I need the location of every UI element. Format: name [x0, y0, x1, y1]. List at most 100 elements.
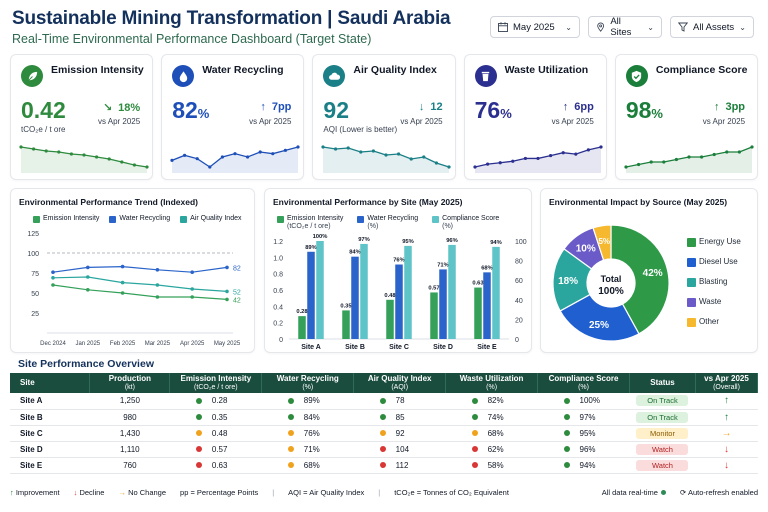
- legend-swatch: [687, 258, 696, 267]
- data-point: [120, 291, 125, 295]
- kpi-card-air-quality-index[interactable]: Air Quality Index 92 AQI (Lower is better)…: [312, 54, 456, 180]
- kpi-card-waste-utilization[interactable]: Waste Utilization 76% ↑ 6pp vs Apr 2025: [463, 54, 607, 180]
- table-row[interactable]: Site D 1,110 0.57 71% 104 62% 96% Watch ↓: [10, 441, 758, 458]
- status-badge: On Track: [636, 411, 689, 423]
- pie-slice-label: 25%: [589, 320, 609, 331]
- live-dot-icon: [660, 490, 666, 495]
- asset-filter[interactable]: All Assets ⌄: [670, 16, 754, 38]
- kpi-value-number: 98: [625, 97, 652, 123]
- aqi-note: AQI = Air Quality Index: [288, 488, 365, 497]
- bar-value-label: 94%: [490, 240, 502, 246]
- leaf-icon: [21, 65, 43, 87]
- bar-value-label: 0.28: [296, 309, 308, 315]
- status-dot-icon: [195, 446, 202, 453]
- aqi-cell: 104: [353, 441, 446, 458]
- table-header-row: Site Production (kt) Emission Intensity (tCO…: [10, 373, 759, 393]
- kpi-delta-arrow-icon: ↘: [102, 102, 113, 114]
- sparkline-point: [397, 152, 401, 156]
- data-point: [51, 283, 55, 287]
- status-dot-icon: [379, 430, 386, 437]
- legend-label: Energy Use: [699, 237, 741, 246]
- trend-panel: Environmental Performance Trend (Indexed…: [10, 188, 255, 353]
- legend-label: Blasting: [699, 277, 728, 286]
- data-point: [86, 265, 90, 270]
- kpi-card-emission-intensity[interactable]: Emission Intensity 0.42 tCO₂e / t ore ↘ 18% v…: [10, 54, 154, 180]
- bar-value-label: 0.48: [384, 293, 396, 299]
- pie-slice-label: 10%: [576, 244, 596, 255]
- table-row[interactable]: Site A 1,250 0.28 89% 78 82% 100% On Track ↑: [10, 393, 758, 410]
- left-axis-tick: 0: [279, 337, 283, 344]
- kpi-card-compliance-score[interactable]: Compliance Score 98% ↑ 3pp vs Apr 2025: [614, 54, 759, 180]
- emission-cell: 0.48: [169, 425, 262, 442]
- data-point: [155, 268, 160, 272]
- column-header[interactable]: Waste Utilization (%): [445, 373, 539, 393]
- legend-decline-label: Decline: [79, 488, 105, 497]
- kpi-value: 82%: [172, 97, 209, 124]
- chevron-down-icon: ⌄: [565, 22, 572, 32]
- legend-swatch: [180, 216, 188, 223]
- kpi-sparkline: [19, 145, 149, 173]
- site-filter[interactable]: All Sites ⌄: [588, 16, 662, 38]
- column-header[interactable]: Status: [629, 373, 696, 393]
- legend-item: Waste: [687, 297, 741, 307]
- legend-label: Compliance Score: [442, 215, 500, 222]
- sparkline-point: [485, 162, 489, 166]
- table-row[interactable]: Site E 760 0.63 68% 112 58% 94% Watch ↓: [10, 457, 758, 474]
- legend-swatch: [109, 216, 117, 223]
- column-header[interactable]: Air Quality Index (AQI): [353, 373, 447, 393]
- bar-compliance-score: [360, 243, 368, 339]
- sparkline-area: [172, 147, 299, 173]
- status-badge: Watch: [636, 443, 689, 455]
- kpi-card-water-recycling[interactable]: Water Recycling 82% ↑ 7pp vs Apr 2025: [161, 54, 305, 180]
- sparkline-point: [372, 149, 376, 153]
- site-filter-label: All Sites: [610, 16, 632, 38]
- up-arrow-icon: ↑: [10, 488, 14, 497]
- status-dot-icon: [471, 398, 478, 405]
- sparkline-point: [699, 155, 704, 159]
- status-dot-icon: [287, 398, 294, 405]
- data-point: [120, 280, 125, 285]
- column-header-unit: (Overall): [713, 383, 740, 391]
- status-dot-icon: [287, 430, 294, 437]
- cloud-icon: [323, 65, 346, 87]
- column-header[interactable]: Production (kt): [89, 373, 171, 393]
- column-header[interactable]: Water Recycling (%): [261, 373, 355, 393]
- auto-refresh-status[interactable]: ⟳ Auto-refresh enabled: [680, 488, 758, 497]
- aqi-cell: 85: [353, 409, 446, 426]
- sparkline-point: [132, 163, 136, 167]
- sparkline-point: [687, 155, 691, 159]
- legend-swatch: [33, 216, 40, 223]
- data-point: [86, 288, 90, 292]
- sparkline-point: [145, 165, 149, 169]
- table-row[interactable]: Site B 980 0.35 84% 85 74% 97% On Track ↑: [10, 409, 758, 426]
- table-row[interactable]: Site C 1,430 0.48 76% 92 68% 95% Monitor →: [10, 425, 758, 442]
- aqi-cell: 92: [353, 425, 446, 442]
- kpi-value-unit: %: [197, 106, 210, 121]
- sparkline-point: [107, 157, 111, 161]
- legend-item: Energy Use: [687, 237, 741, 247]
- refresh-icon: ⟳: [679, 488, 687, 497]
- data-point: [190, 270, 194, 274]
- date-filter[interactable]: May 2025 ⌄: [490, 16, 580, 38]
- column-header[interactable]: Compliance Score (%): [537, 373, 630, 393]
- kpi-delta-value: 3pp: [725, 101, 746, 113]
- kpi-sparkline: [473, 145, 603, 173]
- column-header[interactable]: vs Apr 2025 (Overall): [695, 373, 759, 393]
- filter-icon: [678, 22, 688, 32]
- column-header[interactable]: Emission Intensity (tCO₂e / t ore): [169, 373, 263, 393]
- legend-no-change: → No Change: [118, 488, 166, 497]
- waste-value: 82%: [487, 396, 504, 406]
- kpi-delta: ↑ 7pp: [260, 101, 291, 113]
- compliance-value: 97%: [579, 412, 596, 422]
- right-axis-tick: 80: [515, 259, 523, 266]
- trend-cell: ↓: [695, 441, 758, 458]
- column-header-label: Status: [650, 377, 675, 387]
- column-header[interactable]: Site: [10, 373, 91, 393]
- right-axis-tick: 60: [515, 278, 523, 285]
- aqi-cell: 112: [353, 457, 446, 474]
- sparkline-point: [435, 161, 439, 165]
- legend-item: Other: [687, 317, 741, 327]
- water-drop-icon: [172, 65, 195, 87]
- legend-swatch: [687, 238, 696, 247]
- site-performance-table: Site Production (kt) Emission Intensity (tCO…: [10, 373, 759, 474]
